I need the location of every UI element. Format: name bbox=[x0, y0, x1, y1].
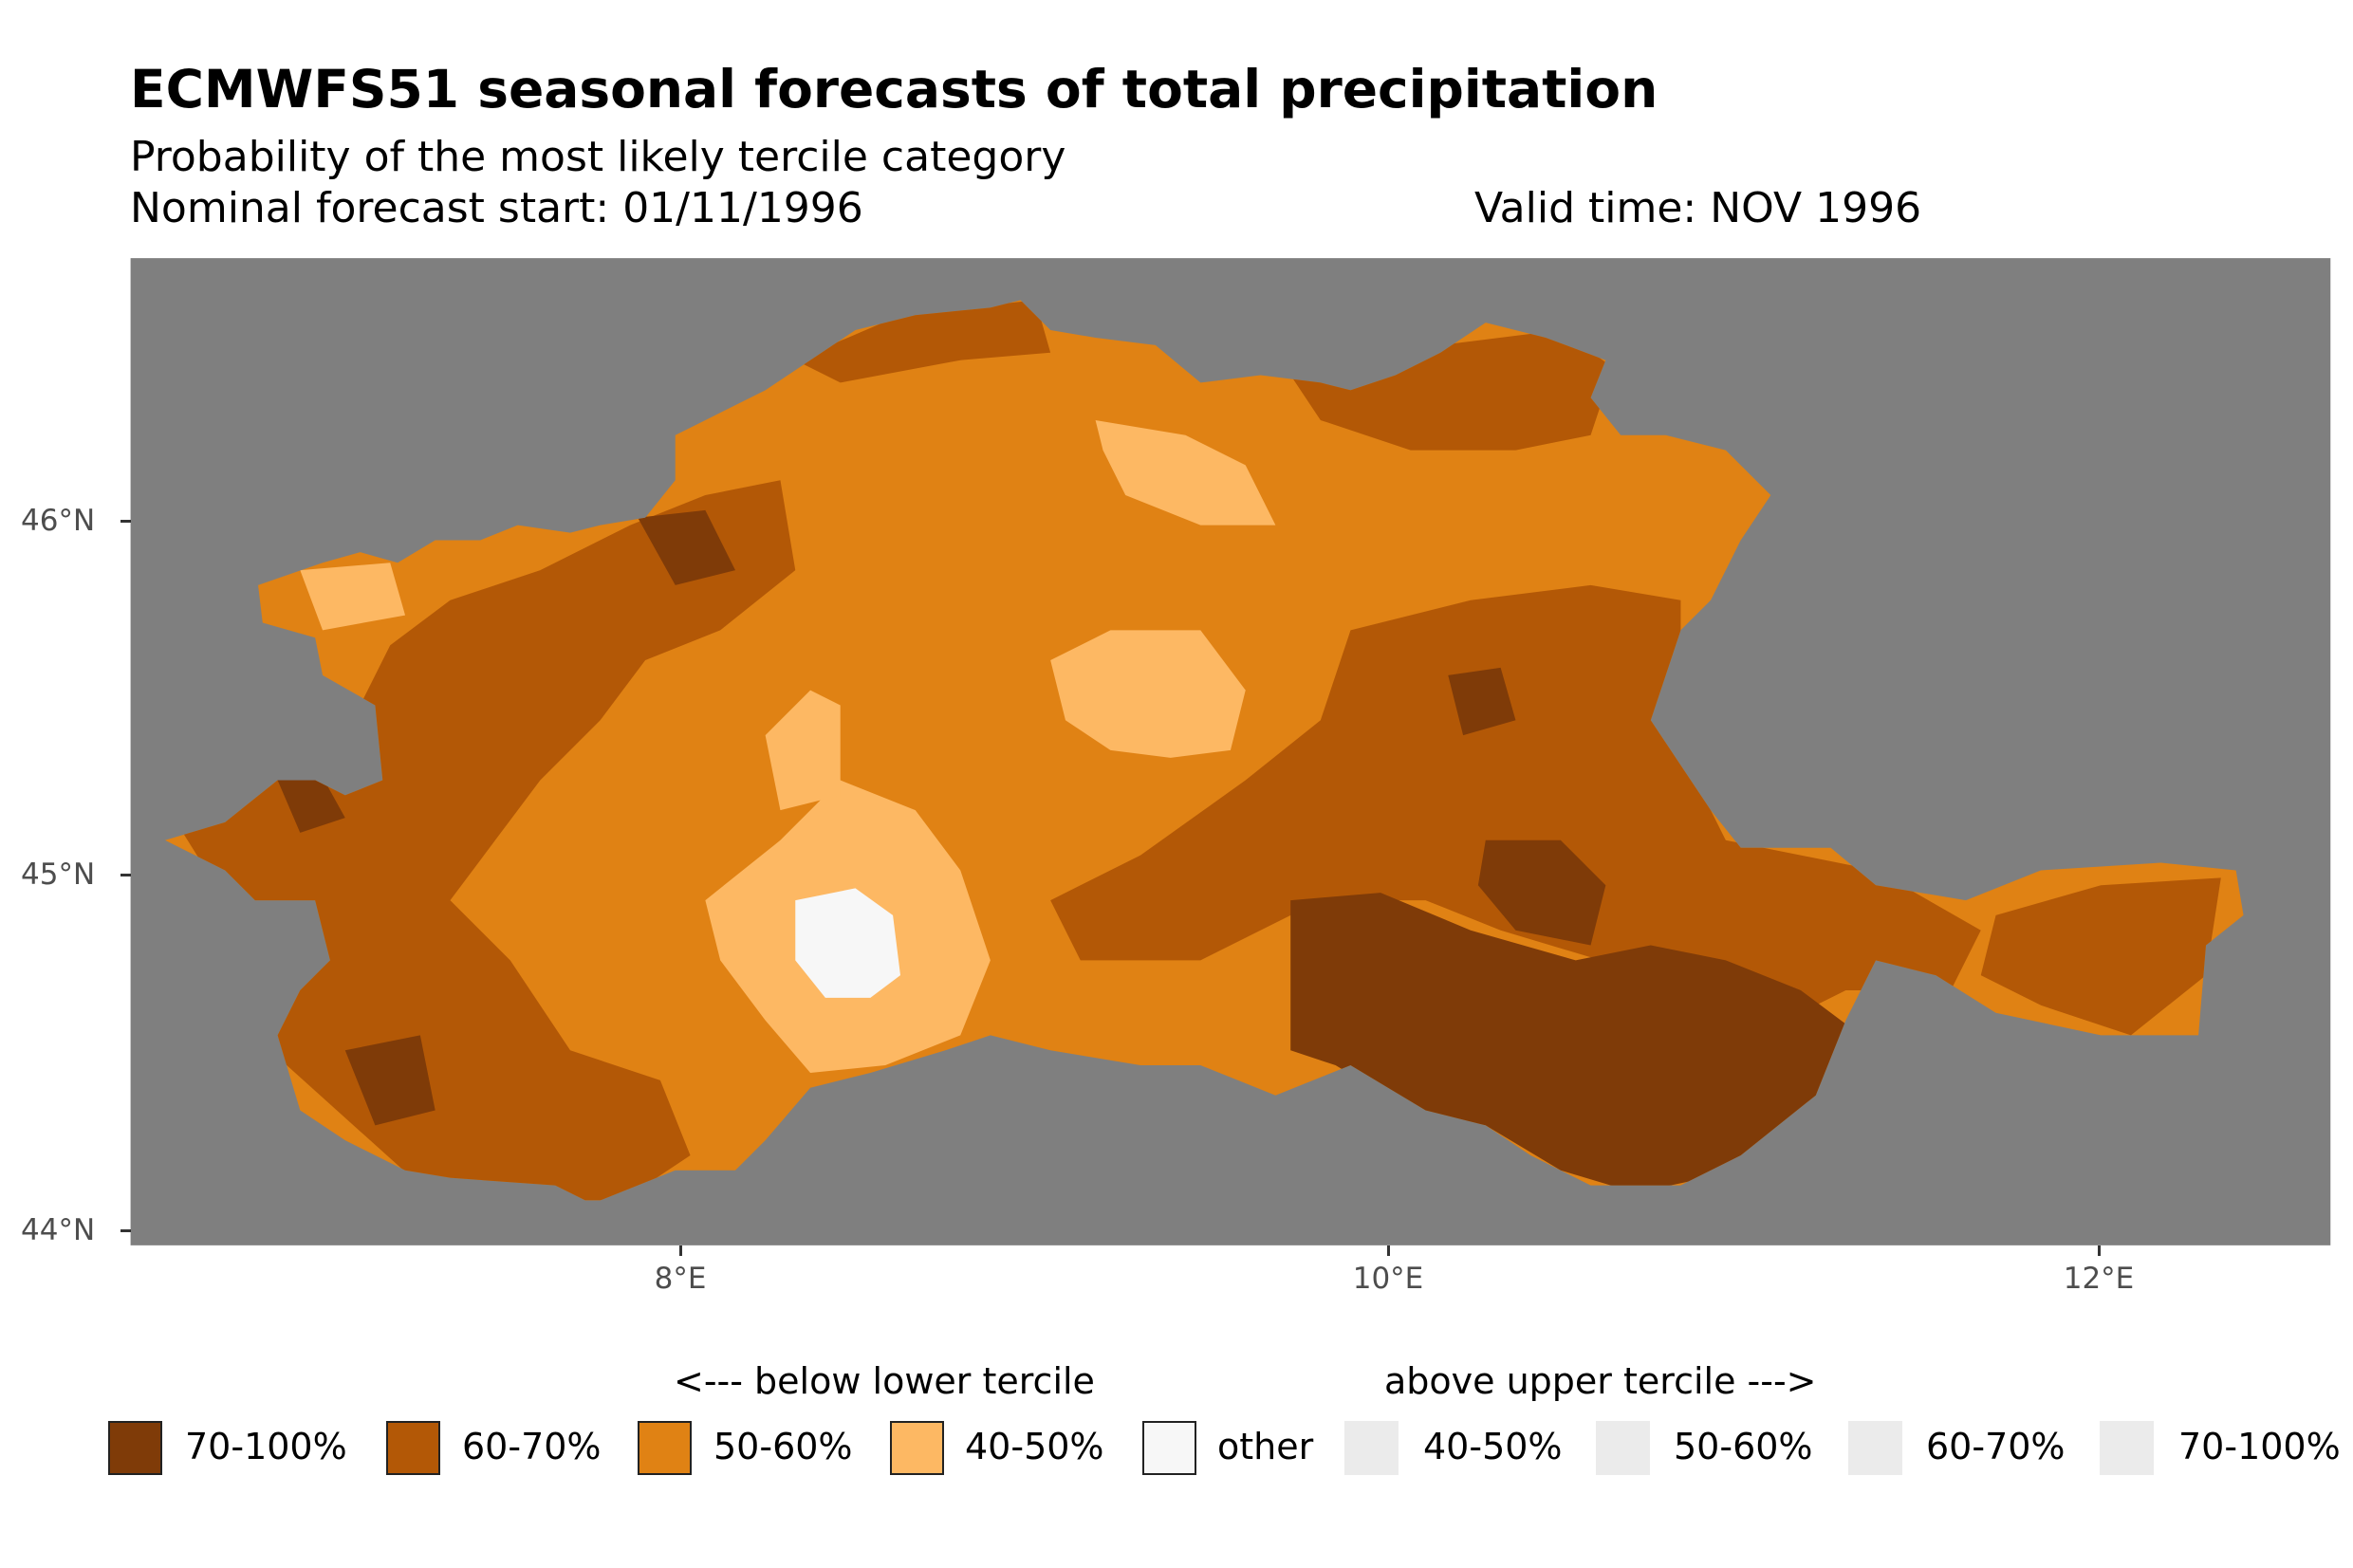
region-40-50-north bbox=[1095, 419, 1276, 526]
region-70-100-sw bbox=[344, 1035, 435, 1126]
legend-label-above-8: 70-100% bbox=[2178, 1426, 2341, 1467]
x-tick-mark bbox=[679, 1245, 682, 1256]
legend-key-below-3 bbox=[890, 1421, 944, 1475]
legend-label-above-5: 40-50% bbox=[1423, 1426, 1563, 1467]
legend-label-above-7: 60-70% bbox=[1926, 1426, 2066, 1467]
y-tick-mark bbox=[120, 874, 131, 876]
region-60-70-far-east bbox=[1980, 877, 2221, 1036]
legend-key-below-1 bbox=[386, 1421, 440, 1475]
plot-subtitle: Probability of the most likely tercile c… bbox=[130, 133, 1066, 181]
legend-key-above-5 bbox=[1344, 1421, 1399, 1475]
y-tick-45N: 45°N bbox=[21, 858, 96, 892]
forecast-start: Nominal forecast start: 01/11/1996 bbox=[130, 184, 863, 232]
x-tick-mark bbox=[2098, 1245, 2101, 1256]
legend-label-below-2: 50-60% bbox=[713, 1426, 853, 1467]
legend-label-below-0: 70-100% bbox=[185, 1426, 347, 1467]
legend-label-below-3: 40-50% bbox=[965, 1426, 1104, 1467]
region-70-100-west bbox=[277, 777, 345, 833]
x-tick-mark bbox=[1387, 1245, 1390, 1256]
y-tick-46N: 46°N bbox=[21, 504, 96, 538]
plot-title: ECMWFS51 seasonal forecasts of total pre… bbox=[130, 59, 1658, 120]
region-60-70-east bbox=[1050, 584, 1981, 1051]
region-60-70-west bbox=[164, 480, 796, 1201]
region-40-50-center bbox=[1050, 630, 1246, 758]
legend-key-above-8 bbox=[2100, 1421, 2154, 1475]
y-tick-mark bbox=[120, 520, 131, 523]
legend-key-above-6 bbox=[1596, 1421, 1650, 1475]
legend-key-above-7 bbox=[1848, 1421, 1902, 1475]
legend-label-below-1: 60-70% bbox=[462, 1426, 602, 1467]
region-40-50-west bbox=[765, 690, 841, 811]
x-tick-10E: 10°E bbox=[1352, 1262, 1424, 1296]
legend-title-below: <--- below lower tercile bbox=[674, 1360, 1095, 1402]
legend-key-below-0 bbox=[108, 1421, 162, 1475]
region-60-70-north bbox=[795, 300, 1051, 383]
region-70-100-southeast bbox=[1290, 893, 1862, 1193]
legend-label-above-6: 50-60% bbox=[1674, 1426, 1813, 1467]
y-tick-mark bbox=[120, 1229, 131, 1232]
region-70-100-small bbox=[1448, 667, 1516, 736]
legend-label-other-4: other bbox=[1217, 1426, 1314, 1467]
x-tick-8E: 8°E bbox=[654, 1262, 707, 1296]
region-40-50-nw bbox=[300, 563, 406, 631]
legend-key-other-4 bbox=[1142, 1421, 1196, 1475]
y-tick-44N: 44°N bbox=[21, 1213, 96, 1247]
x-tick-12E: 12°E bbox=[2063, 1262, 2135, 1296]
region-70-100-east bbox=[1477, 839, 1606, 946]
region-70-100-nw bbox=[638, 509, 735, 585]
region-other bbox=[795, 888, 900, 998]
valid-time: Valid time: NOV 1996 bbox=[1474, 184, 1922, 232]
legend-key-below-2 bbox=[638, 1421, 692, 1475]
legend-title-above: above upper tercile ---> bbox=[1384, 1360, 1817, 1402]
